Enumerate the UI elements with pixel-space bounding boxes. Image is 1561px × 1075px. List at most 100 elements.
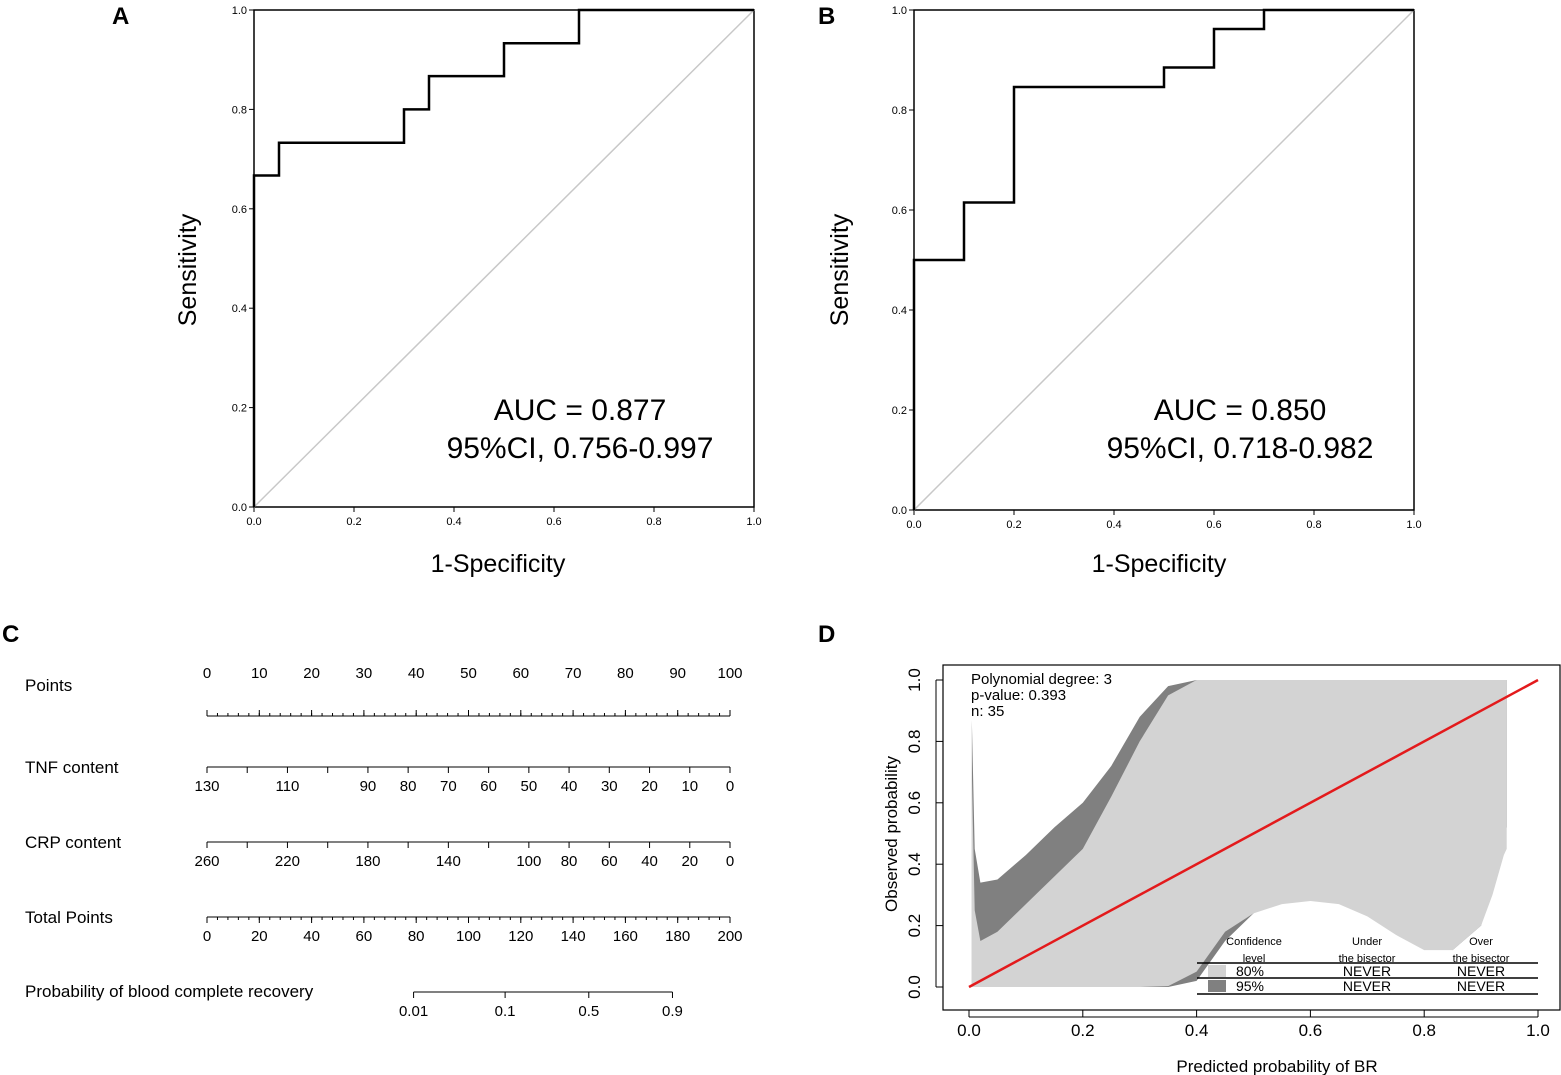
panel-b-x-tick-label: 0.8 <box>1306 519 1321 531</box>
panel-b: B 1-Specificity Sensitivity AUC = 0.850 … <box>818 3 1422 578</box>
panel-a-y-label: Sensitivity <box>174 213 202 326</box>
panel-a-letter: A <box>112 3 129 30</box>
nomogram-tick-label: 0 <box>203 665 211 682</box>
nomogram-tick-label: 0 <box>726 778 734 795</box>
panel-b-ci-text: 95%CI, 0.718-0.982 <box>1107 432 1374 465</box>
nomogram-axis-label: TNF content <box>25 758 119 777</box>
legend-header: the bisector <box>1339 953 1396 965</box>
legend-header: Over <box>1469 936 1493 948</box>
panel-a-x-tick-label: 1.0 <box>746 516 761 528</box>
panel-b-x-tick-label: 0.0 <box>906 519 921 531</box>
nomogram-tick-label: 10 <box>251 665 268 682</box>
nomogram-tick-label: 40 <box>303 928 320 945</box>
nomogram-tick-label: 140 <box>561 928 586 945</box>
panel-a-x-tick-label: 0.0 <box>246 516 261 528</box>
nomogram-tick-label: 0.1 <box>495 1003 516 1020</box>
panel-d-stat-n: n: 35 <box>971 703 1004 720</box>
legend-header: the bisector <box>1453 953 1510 965</box>
nomogram-tick-label: 160 <box>613 928 638 945</box>
panel-d-y-tick-label: 1.0 <box>905 668 924 692</box>
panel-d-y-tick-label: 0.0 <box>905 975 924 999</box>
panel-b-x-tick-label: 0.2 <box>1006 519 1021 531</box>
nomogram-tick-label: 110 <box>275 778 299 795</box>
panel-d-y-label: Observed probability <box>882 756 901 912</box>
nomogram-tick-label: 100 <box>717 665 742 682</box>
panel-b-reference-line <box>913 9 1415 511</box>
legend-header: level <box>1243 953 1266 965</box>
panel-b-x-tick-label: 0.4 <box>1106 519 1121 531</box>
nomogram-tick-label: 20 <box>681 853 698 870</box>
panel-d-plot-frame <box>942 664 1561 1011</box>
nomogram-tick-label: 60 <box>512 665 529 682</box>
nomogram-tick-label: 40 <box>641 853 658 870</box>
panel-b-y-tick-label: 1.0 <box>892 5 907 17</box>
panel-a-y-tick-label: 0.8 <box>232 104 247 116</box>
nomogram-tick-label: 80 <box>408 928 425 945</box>
panel-a-y-tick-label: 1.0 <box>232 5 247 17</box>
panel-a-x-tick-label: 0.8 <box>646 516 661 528</box>
nomogram-tick-label: 80 <box>617 665 634 682</box>
panel-b-letter: B <box>818 3 835 30</box>
nomogram-tick-label: 120 <box>508 928 533 945</box>
panel-d-x-label: Predicted probability of BR <box>1176 1057 1377 1075</box>
panel-a-y-tick-label: 0.6 <box>232 204 247 216</box>
nomogram-tick-label: 10 <box>681 778 698 795</box>
panel-d-stat-pvalue: p-value: 0.393 <box>971 687 1066 704</box>
panel-c-letter: C <box>2 621 19 648</box>
panel-a-reference-line <box>253 9 755 508</box>
panel-a-x-tick-label: 0.2 <box>346 516 361 528</box>
legend-swatch <box>1208 965 1226 977</box>
calibration-band-80 <box>971 680 1507 987</box>
nomogram-tick-label: 20 <box>303 665 320 682</box>
legend-over: NEVER <box>1457 963 1505 979</box>
nomogram-tick-label: 200 <box>717 928 742 945</box>
nomogram-axis-label: CRP content <box>25 833 121 852</box>
legend-over: NEVER <box>1457 978 1505 994</box>
panel-d-letter: D <box>818 621 835 648</box>
nomogram-axis-label: Points <box>25 676 72 695</box>
nomogram-axis-label: Total Points <box>25 908 113 927</box>
panel-a-roc-curve <box>252 8 754 507</box>
nomogram-tick-label: 30 <box>601 778 618 795</box>
panel-a-auc-text: AUC = 0.877 <box>494 394 667 427</box>
panel-b-y-label: Sensitivity <box>826 213 854 326</box>
nomogram-tick-label: 40 <box>408 665 425 682</box>
nomogram-tick-label: 20 <box>251 928 268 945</box>
nomogram-tick-label: 90 <box>669 665 686 682</box>
nomogram-tick-label: 0 <box>726 853 734 870</box>
nomogram-axis-label: Probability of blood complete recovery <box>25 982 314 1001</box>
bisector-line <box>968 678 1539 989</box>
legend-header: Confidence <box>1226 936 1282 948</box>
panel-d-y-tick-label: 0.4 <box>905 852 924 876</box>
nomogram-tick-label: 60 <box>480 778 497 795</box>
panel-a: A 1-Specificity Sensitivity AUC = 0.877 … <box>112 3 762 578</box>
legend-swatch <box>1208 980 1226 992</box>
panel-a-y-tick-label: 0.2 <box>232 403 247 415</box>
panel-d-x-tick-label: 1.0 <box>1526 1021 1550 1040</box>
panel-a-x-tick-label: 0.6 <box>546 516 561 528</box>
panel-d-x-tick-label: 0.4 <box>1185 1021 1209 1040</box>
nomogram-tick-label: 100 <box>516 853 541 870</box>
nomogram-tick-label: 40 <box>561 778 578 795</box>
nomogram-tick-label: 0.9 <box>662 1003 683 1020</box>
nomogram-tick-label: 70 <box>565 665 582 682</box>
nomogram-tick-label: 60 <box>356 928 373 945</box>
panel-d: D Predicted probability of BR Observed p… <box>818 621 1561 1075</box>
panel-d-y-tick-label: 0.8 <box>905 730 924 754</box>
panel-b-auc-text: AUC = 0.850 <box>1154 394 1327 427</box>
legend-header: Under <box>1352 936 1382 948</box>
nomogram-tick-label: 180 <box>665 928 690 945</box>
panel-a-x-tick-label: 0.4 <box>446 516 461 528</box>
nomogram-tick-label: 0 <box>203 928 211 945</box>
panel-b-y-tick-label: 0.2 <box>892 405 907 417</box>
nomogram-tick-label: 60 <box>601 853 618 870</box>
panel-d-x-tick-label: 0.2 <box>1071 1021 1095 1040</box>
panel-d-x-tick-label: 0.6 <box>1299 1021 1323 1040</box>
legend-under: NEVER <box>1343 963 1391 979</box>
nomogram-tick-label: 80 <box>400 778 417 795</box>
panel-b-x-tick-label: 0.6 <box>1206 519 1221 531</box>
panel-d-y-tick-label: 0.2 <box>905 914 924 938</box>
panel-d-x-tick-label: 0.0 <box>957 1021 981 1040</box>
panel-a-y-tick-label: 0.4 <box>232 303 247 315</box>
